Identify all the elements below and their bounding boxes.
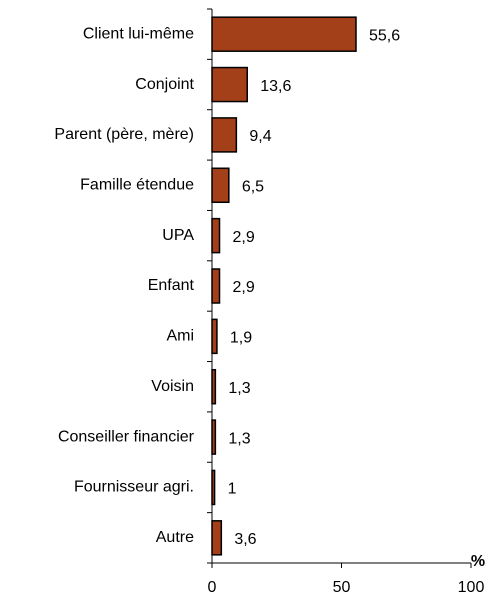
- y-tick-label: Ami: [166, 328, 194, 345]
- y-tick-label: Voisin: [151, 378, 194, 395]
- bar: [211, 16, 357, 52]
- x-tick-label: 0: [208, 579, 217, 596]
- bar: [211, 469, 216, 506]
- bar: [211, 419, 217, 455]
- value-label: 55,6: [369, 27, 400, 44]
- bar: [211, 217, 221, 254]
- bar: [211, 66, 248, 103]
- y-tick-label: Famille étendue: [80, 176, 194, 193]
- y-tick-label: Autre: [156, 529, 194, 546]
- value-label: 2,9: [233, 279, 255, 296]
- value-label: 13,6: [260, 78, 291, 95]
- value-label: 3,6: [234, 531, 256, 548]
- y-tick-label: Enfant: [148, 277, 195, 294]
- y-tick-label: Fournisseur agri.: [74, 479, 194, 496]
- y-tick-label: Conseiller financier: [58, 428, 195, 445]
- bar: [211, 167, 230, 204]
- x-axis-label: %: [471, 553, 485, 570]
- value-label: 1,9: [230, 330, 252, 347]
- y-tick-label: Conjoint: [135, 76, 194, 93]
- bar: [211, 368, 217, 405]
- x-tick-label: 50: [333, 579, 351, 596]
- y-tick-label: UPA: [162, 227, 194, 244]
- y-tick-label: Client lui-même: [83, 25, 194, 42]
- value-label: 1,3: [228, 430, 250, 447]
- bar: [211, 520, 223, 556]
- value-label: 9,4: [249, 128, 271, 145]
- bar: [211, 318, 218, 355]
- value-label: 1: [228, 481, 237, 498]
- y-tick-label: Parent (père, mère): [54, 126, 194, 143]
- value-label: 6,5: [242, 178, 264, 195]
- bar: [211, 268, 221, 304]
- value-label: 2,9: [233, 229, 255, 246]
- value-label: 1,3: [228, 380, 250, 397]
- x-tick-label: 100: [458, 579, 485, 596]
- bar: [211, 117, 238, 153]
